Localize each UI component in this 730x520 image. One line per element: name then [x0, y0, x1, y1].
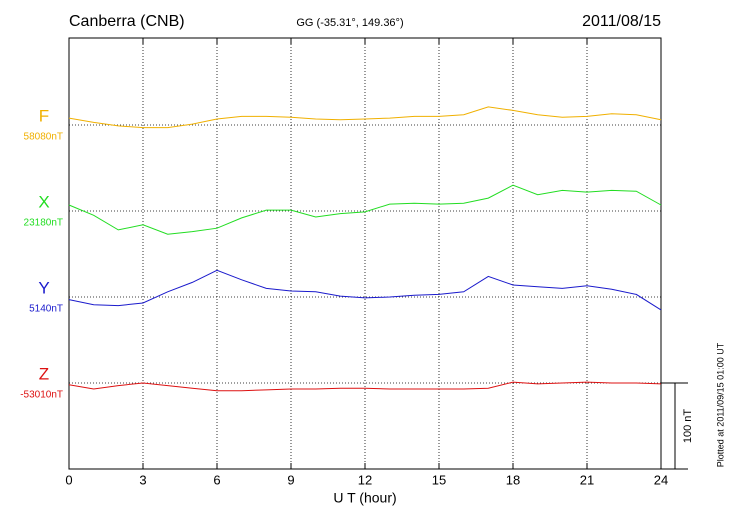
- x-tick-label: 12: [358, 472, 372, 487]
- x-tick-label: 3: [139, 472, 146, 487]
- x-tick-label: 15: [432, 472, 446, 487]
- x-tick-label: 21: [580, 472, 594, 487]
- series-line: [68, 106, 662, 129]
- series-name: X: [38, 192, 49, 211]
- chart-date: 2011/08/15: [582, 13, 661, 30]
- x-tick-label: 9: [287, 472, 294, 487]
- chart-title: Canberra (CNB): [69, 13, 185, 30]
- series-line: [68, 269, 662, 311]
- scale-label: 100 nT: [682, 409, 694, 444]
- plot-note: Plotted at 2011/09/15 01:00 UT: [715, 342, 725, 467]
- x-tick-label: 24: [654, 472, 668, 487]
- x-tick-label: 0: [65, 472, 72, 487]
- chart-subtitle: GG (-35.31°, 149.36°): [296, 17, 403, 29]
- series-line: [68, 184, 662, 235]
- baseline-label: 5140nT: [29, 304, 63, 315]
- baseline-label: -53010nT: [20, 390, 63, 401]
- x-axis-label: U T (hour): [333, 490, 396, 506]
- baseline-label: 58080nT: [24, 132, 63, 143]
- series-name: Z: [39, 364, 49, 383]
- x-tick-label: 6: [213, 472, 220, 487]
- baseline-label: 23180nT: [24, 218, 63, 229]
- series-line: [68, 381, 662, 392]
- series-name: Y: [38, 278, 49, 297]
- series-name: F: [39, 106, 49, 125]
- x-tick-label: 18: [506, 472, 520, 487]
